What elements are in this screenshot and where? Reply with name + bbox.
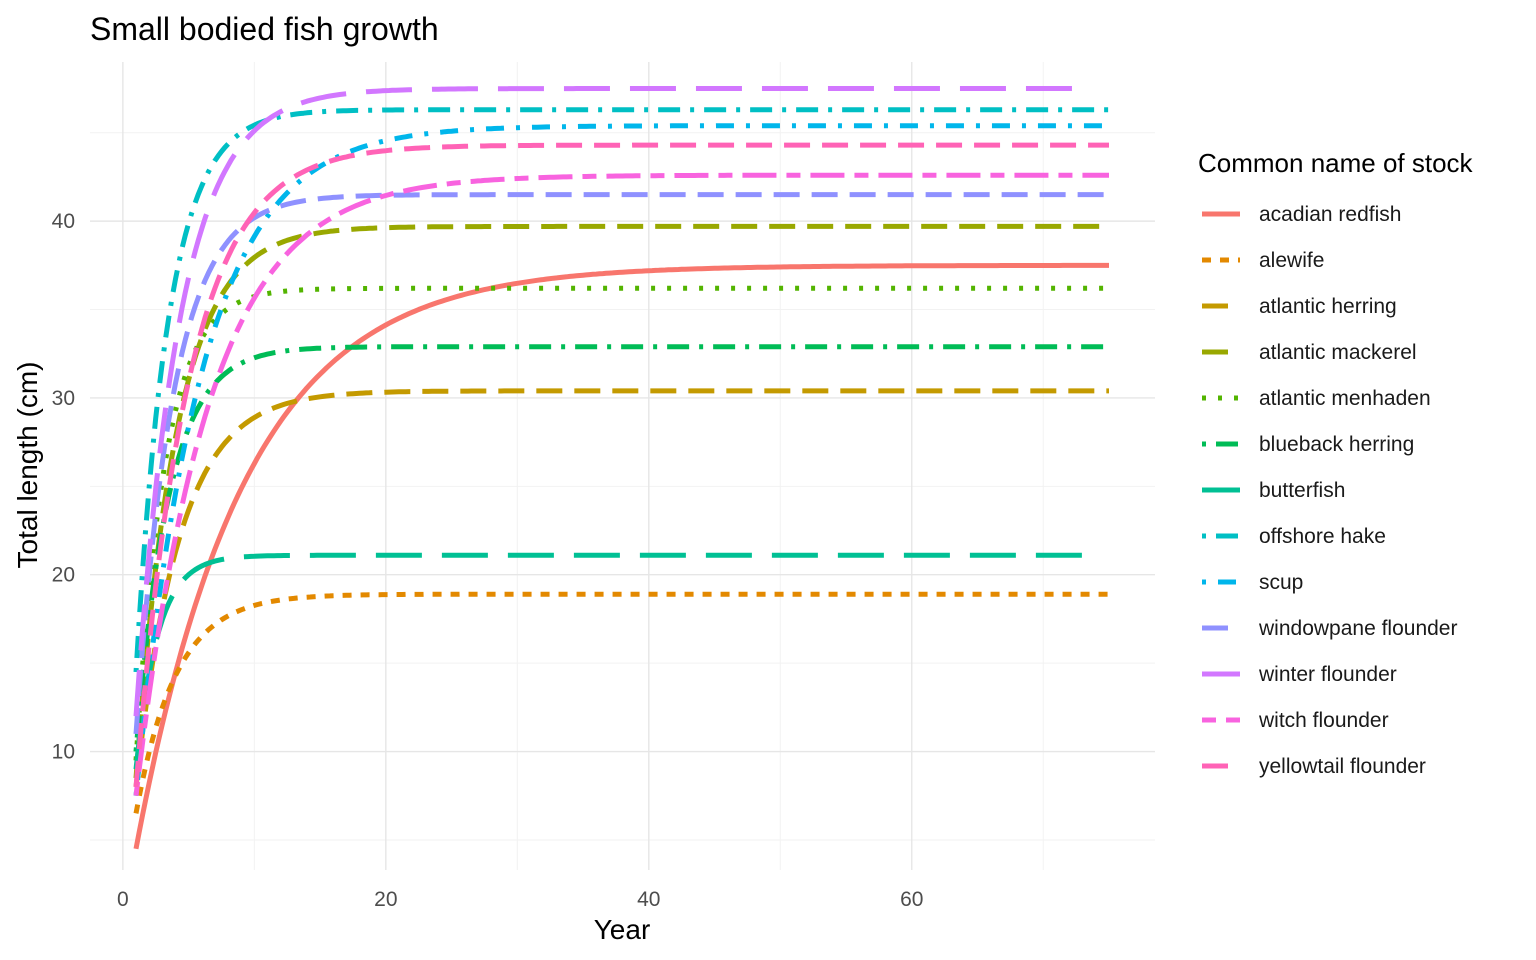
series-line-yellowtail-flounder — [133, 142, 1109, 788]
legend-label: windowpane flounder — [1258, 617, 1457, 640]
x-tick-label: 60 — [900, 888, 923, 911]
legend: Common name of stock acadian redfish alew… — [1198, 148, 1474, 778]
grid — [90, 62, 1155, 870]
legend-label: scup — [1259, 571, 1303, 594]
legend-label: atlantic mackerel — [1259, 341, 1417, 364]
legend-label: witch flounder — [1258, 709, 1389, 732]
legend-label: blueback herring — [1259, 433, 1414, 456]
x-tick-label: 0 — [117, 888, 129, 911]
y-axis-title: Total length (cm) — [12, 362, 43, 569]
x-tick-label: 40 — [637, 888, 660, 911]
series-line-scup — [133, 123, 1109, 796]
series-line-atlantic-herring — [133, 388, 1109, 788]
series-line-butterfish — [133, 552, 1096, 770]
legend-label: alewife — [1259, 249, 1324, 272]
series-line-witch-flounder — [133, 172, 1109, 797]
legend-label: atlantic herring — [1259, 295, 1397, 318]
y-tick-label: 40 — [52, 210, 75, 233]
series-line-winter-flounder — [133, 86, 1083, 717]
series-line-windowpane-flounder — [133, 192, 1109, 735]
y-tick-label: 20 — [52, 564, 75, 587]
tick-labels: 0 20 40 60 10 20 30 40 — [52, 210, 924, 911]
y-tick-label: 10 — [52, 741, 75, 764]
series-line-blueback-herring — [133, 344, 1109, 752]
series-line-alewife — [133, 591, 1109, 814]
legend-label: winter flounder — [1258, 663, 1397, 686]
legend-label: yellowtail flounder — [1259, 755, 1426, 778]
x-axis-title: Year — [594, 914, 651, 945]
legend-label: butterfish — [1259, 479, 1345, 502]
series-line-atlantic-menhaden — [133, 285, 1109, 761]
legend-label: atlantic menhaden — [1259, 387, 1431, 410]
legend-items: acadian redfish alewife atlantic herring at… — [1202, 203, 1457, 778]
series-layer — [133, 86, 1109, 850]
series-line-atlantic-mackerel — [133, 223, 1109, 779]
chart-title: Small bodied fish growth — [90, 11, 439, 47]
x-tick-label: 20 — [374, 888, 397, 911]
series-line-offshore-hake — [133, 107, 1109, 673]
y-tick-label: 30 — [52, 387, 75, 410]
legend-label: offshore hake — [1259, 525, 1386, 548]
legend-label: acadian redfish — [1259, 203, 1401, 226]
series-line-acadian-redfish — [133, 262, 1109, 850]
legend-title: Common name of stock — [1198, 148, 1474, 178]
